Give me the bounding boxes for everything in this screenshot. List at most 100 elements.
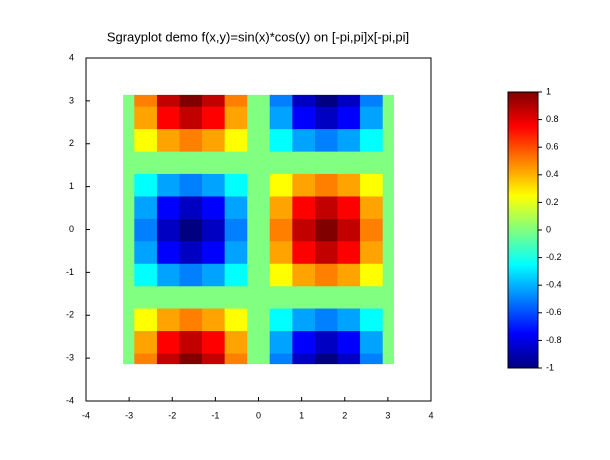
y-tick-label: -2 xyxy=(66,310,74,320)
y-tick-label: -1 xyxy=(66,267,74,277)
heatmap-cell xyxy=(269,263,293,287)
heatmap-cell xyxy=(360,352,384,365)
heatmap-cell xyxy=(134,173,158,197)
heatmap-cell xyxy=(179,218,203,242)
heatmap-cell xyxy=(292,263,316,287)
heatmap-cell xyxy=(269,240,293,264)
heatmap-cell xyxy=(337,285,361,309)
heatmap-cell xyxy=(292,240,316,264)
heatmap-cell xyxy=(269,94,293,107)
heatmap-cell xyxy=(224,240,248,264)
heatmap-cell xyxy=(360,94,384,107)
colorbar-tick-label: -0.8 xyxy=(546,335,562,345)
y-tick-label: 4 xyxy=(69,52,74,62)
heatmap-cell xyxy=(382,263,394,287)
heatmap-cell xyxy=(224,330,248,354)
heatmap-cell xyxy=(314,173,339,197)
heatmap-cell xyxy=(156,151,181,174)
heatmap-cell xyxy=(337,195,361,219)
heatmap-cell xyxy=(123,128,135,152)
heatmap-cell xyxy=(202,330,226,354)
heatmap-cell xyxy=(360,285,384,309)
heatmap-cell xyxy=(314,330,339,354)
heatmap-cell xyxy=(292,151,316,174)
heatmap-cell xyxy=(123,285,135,309)
heatmap-cell xyxy=(247,218,271,242)
heatmap-cell xyxy=(360,218,384,242)
y-tick-label: -3 xyxy=(66,353,74,363)
heatmap-cell xyxy=(202,218,226,242)
heatmap-cell xyxy=(360,263,384,287)
heatmap-cell xyxy=(382,151,394,174)
heatmap-cell xyxy=(337,307,361,332)
heatmap-cell xyxy=(269,195,293,219)
heatmap-cell xyxy=(314,240,339,264)
heatmap-cell xyxy=(314,285,339,309)
heatmap-cell xyxy=(314,195,339,219)
heatmap-cell xyxy=(123,330,135,354)
heatmap-cell xyxy=(134,151,158,174)
heatmap-cell xyxy=(224,106,248,130)
heatmap-cell xyxy=(156,128,181,152)
x-tick-label: -4 xyxy=(82,410,90,420)
heatmap-cell xyxy=(202,352,226,365)
x-tick-label: 0 xyxy=(256,410,261,420)
heatmap-cell xyxy=(224,128,248,152)
heatmap-cell xyxy=(382,94,394,107)
heatmap-cell xyxy=(247,263,271,287)
heatmap-cell xyxy=(224,173,248,197)
heatmap-cell xyxy=(269,285,293,309)
heatmap-cell xyxy=(382,330,394,354)
heatmap-cell xyxy=(337,151,361,174)
heatmap-cell xyxy=(224,151,248,174)
heatmap-cell xyxy=(360,151,384,174)
heatmap-cell xyxy=(179,195,203,219)
heatmap-cell xyxy=(337,128,361,152)
heatmap-cell xyxy=(314,263,339,287)
heatmap-cell xyxy=(134,285,158,309)
heatmap-cell xyxy=(247,94,271,107)
x-tick-label: -1 xyxy=(211,410,219,420)
heatmap-cell xyxy=(156,173,181,197)
heatmap-cell xyxy=(292,307,316,332)
heatmap-cell xyxy=(202,240,226,264)
heatmap-cell xyxy=(202,173,226,197)
heatmap-cell xyxy=(292,330,316,354)
heatmap-cell xyxy=(179,94,203,107)
heatmap-cell xyxy=(123,106,135,130)
heatmap-cell xyxy=(134,352,158,365)
heatmap-cell xyxy=(224,94,248,107)
heatmap-cell xyxy=(134,218,158,242)
heatmap-cell xyxy=(269,218,293,242)
colorbar-tick-label: -0.2 xyxy=(546,252,562,262)
colorbar-tick-label: 0 xyxy=(546,224,551,234)
colorbar-tick-label: -1 xyxy=(546,362,554,372)
heatmap-cell xyxy=(247,285,271,309)
heatmap-cell xyxy=(134,128,158,152)
heatmap-cell xyxy=(179,106,203,130)
heatmap-cell xyxy=(360,106,384,130)
colorbar-tick-label: 0.8 xyxy=(546,114,559,124)
heatmap-cell xyxy=(269,307,293,332)
heatmap-cell xyxy=(179,285,203,309)
heatmap-cell xyxy=(337,240,361,264)
heatmap-cell xyxy=(202,151,226,174)
colorbar-tick-label: 0.2 xyxy=(546,197,559,207)
heatmap-cells xyxy=(123,94,394,365)
heatmap-cell xyxy=(382,128,394,152)
chart-title: Sgrayplot demo f(x,y)=sin(x)*cos(y) on [… xyxy=(107,29,409,44)
heatmap-cell xyxy=(269,173,293,197)
heatmap-cell xyxy=(123,263,135,287)
heatmap-cell xyxy=(156,352,181,365)
heatmap-cell xyxy=(156,307,181,332)
heatmap-cell xyxy=(314,94,339,107)
heatmap-cell xyxy=(247,151,271,174)
heatmap-cell xyxy=(202,195,226,219)
heatmap-cell xyxy=(269,151,293,174)
heatmap-cell xyxy=(247,195,271,219)
x-tick-label: -3 xyxy=(125,410,133,420)
heatmap-cell xyxy=(269,128,293,152)
heatmap-cell xyxy=(247,352,271,365)
heatmap-cell xyxy=(314,307,339,332)
heatmap-cell xyxy=(134,263,158,287)
